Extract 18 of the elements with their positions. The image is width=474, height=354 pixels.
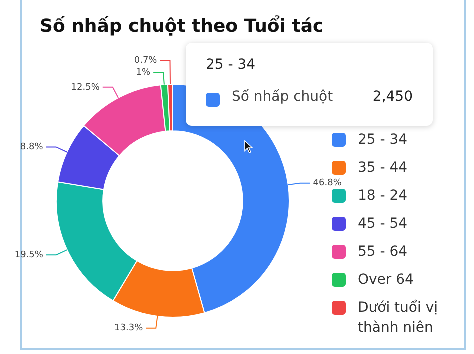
text: Số nhấp chuột xyxy=(232,89,334,105)
data-label: 0.7% xyxy=(134,56,158,66)
data-label: 19.5% xyxy=(14,250,44,260)
data-label: 1% xyxy=(136,68,152,78)
data-label: 8.8% xyxy=(20,142,44,153)
legend-label: 35 - 44 xyxy=(358,159,408,178)
legend-label: Over 64 xyxy=(358,271,414,290)
legend-label: 18 - 24 xyxy=(358,187,408,206)
data-label: 46.8% xyxy=(313,178,342,189)
legend-label: Dưới tuổi vị thành niên xyxy=(358,298,440,338)
legend-label: 45 - 54 xyxy=(358,215,408,234)
data-label: 12.5% xyxy=(71,82,100,93)
text: 25 - 34 xyxy=(206,57,256,73)
legend-label: 25 - 34 xyxy=(358,131,408,150)
text: 2,450 xyxy=(372,89,413,105)
data-label: 13.3% xyxy=(114,324,144,334)
chart-title: Số nhấp chuột theo Tuổi tác xyxy=(40,16,324,37)
legend-label: 55 - 64 xyxy=(358,243,408,262)
